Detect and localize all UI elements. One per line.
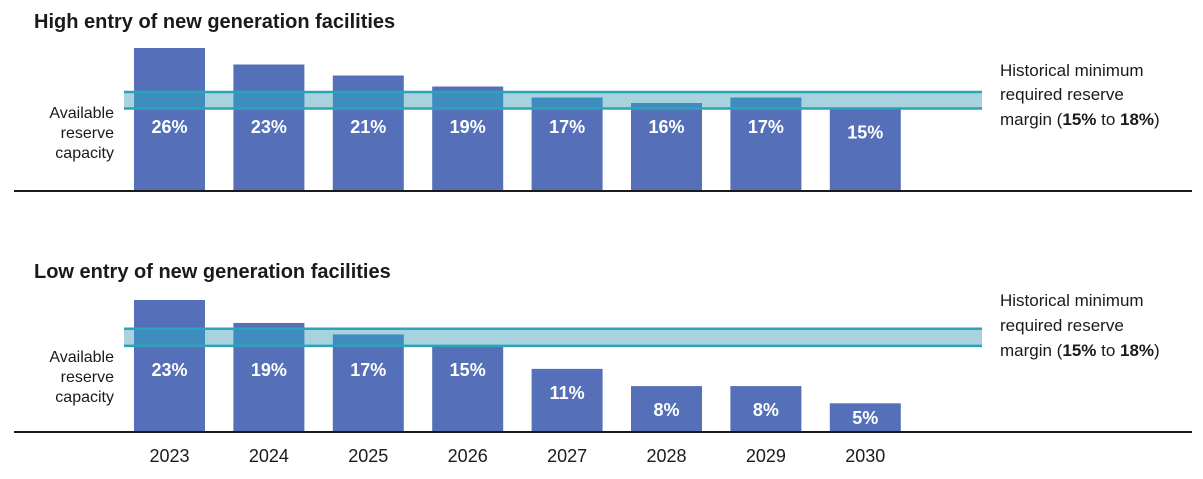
x-tick-label-2023: 2023 [149, 446, 189, 466]
bar-2025 [332, 334, 404, 432]
side-label: Available reserve capacity [49, 105, 114, 162]
bar-band-overlap [134, 90, 802, 110]
value-labels: 26% 23% 21% 19% 17% 16% 17% 15% [151, 117, 883, 143]
band-label: Historical minimum required reserve marg… [1000, 291, 1160, 360]
bar-overlap-2024 [233, 92, 305, 109]
side-label-line: Available [49, 105, 114, 122]
value-label-2030: 15% [847, 123, 883, 143]
band-label-line: Historical minimum [1000, 291, 1144, 310]
value-label-2029: 8% [753, 400, 779, 420]
band-label-line: margin (15% to 18%) [1000, 341, 1160, 360]
bar-2023 [134, 300, 205, 432]
bar-2028 [631, 386, 702, 432]
panel-title: High entry of new generation facilities [34, 11, 395, 33]
x-tick-label-2027: 2027 [547, 446, 587, 466]
side-label-line: reserve [61, 369, 114, 386]
value-label-2025: 21% [350, 117, 386, 137]
bar-overlap-2023 [134, 328, 205, 346]
band-label-line: required reserve [1000, 316, 1124, 335]
x-tick-label-2024: 2024 [249, 446, 289, 466]
x-tick-label-2025: 2025 [348, 446, 388, 466]
side-label: Available reserve capacity [49, 349, 114, 406]
panel-high-entry: High entry of new generation facilities … [14, 11, 1192, 192]
side-label-line: capacity [55, 145, 114, 162]
x-tick-label-2030: 2030 [845, 446, 885, 466]
x-tick-label-2026: 2026 [448, 446, 488, 466]
bar-2030 [829, 403, 901, 432]
side-label-line: capacity [55, 389, 114, 406]
bars [134, 48, 901, 191]
x-tick-label-2028: 2028 [646, 446, 686, 466]
bar-2023 [134, 48, 205, 191]
value-labels: 23% 19% 17% 15% 11% 8% 8% 5% [151, 360, 878, 428]
band-label-line: required reserve [1000, 85, 1124, 104]
bar-2029 [730, 97, 802, 191]
bar-overlap-2027 [531, 97, 603, 109]
value-label-2028: 8% [653, 400, 679, 420]
value-label-2025: 17% [350, 360, 386, 380]
bar-overlap-2023 [134, 92, 205, 109]
band-label-line: Historical minimum [1000, 61, 1144, 80]
x-tick-label-2029: 2029 [746, 446, 786, 466]
bar-2028 [631, 103, 702, 191]
band-label-line: margin (15% to 18%) [1000, 110, 1160, 129]
value-label-2029: 17% [748, 117, 784, 137]
value-label-2027: 17% [549, 117, 585, 137]
panel-title: Low entry of new generation facilities [34, 261, 391, 283]
bar-overlap-2025 [332, 334, 404, 346]
panel-low-entry: Low entry of new generation facilities A… [14, 261, 1192, 433]
bar-overlap-2026 [432, 92, 504, 109]
bar-2024 [233, 64, 305, 191]
bar-overlap-2029 [730, 97, 802, 109]
value-label-2026: 19% [450, 117, 486, 137]
value-label-2028: 16% [648, 117, 684, 137]
bar-overlap-2024 [233, 328, 305, 346]
bars [134, 300, 901, 432]
bar-2027 [531, 97, 603, 191]
value-label-2023: 23% [151, 360, 187, 380]
bar-overlap-2025 [332, 92, 404, 109]
bar-2027 [531, 368, 603, 432]
bar-2030 [829, 108, 901, 191]
value-label-2030: 5% [852, 408, 878, 428]
value-label-2026: 15% [450, 360, 486, 380]
bar-2026 [432, 345, 504, 432]
value-label-2024: 19% [251, 360, 287, 380]
band-label: Historical minimum required reserve marg… [1000, 61, 1160, 129]
side-label-line: reserve [61, 125, 114, 142]
bar-overlap-2028 [631, 103, 702, 109]
value-label-2027: 11% [550, 383, 585, 403]
bar-band-overlap [134, 327, 404, 348]
bar-2029 [730, 386, 802, 432]
side-label-line: Available [49, 349, 114, 366]
value-label-2023: 26% [151, 117, 187, 137]
x-tick-labels: 2023 2024 2025 2026 2027 2028 2029 2030 [149, 446, 885, 466]
value-label-2024: 23% [251, 117, 287, 137]
